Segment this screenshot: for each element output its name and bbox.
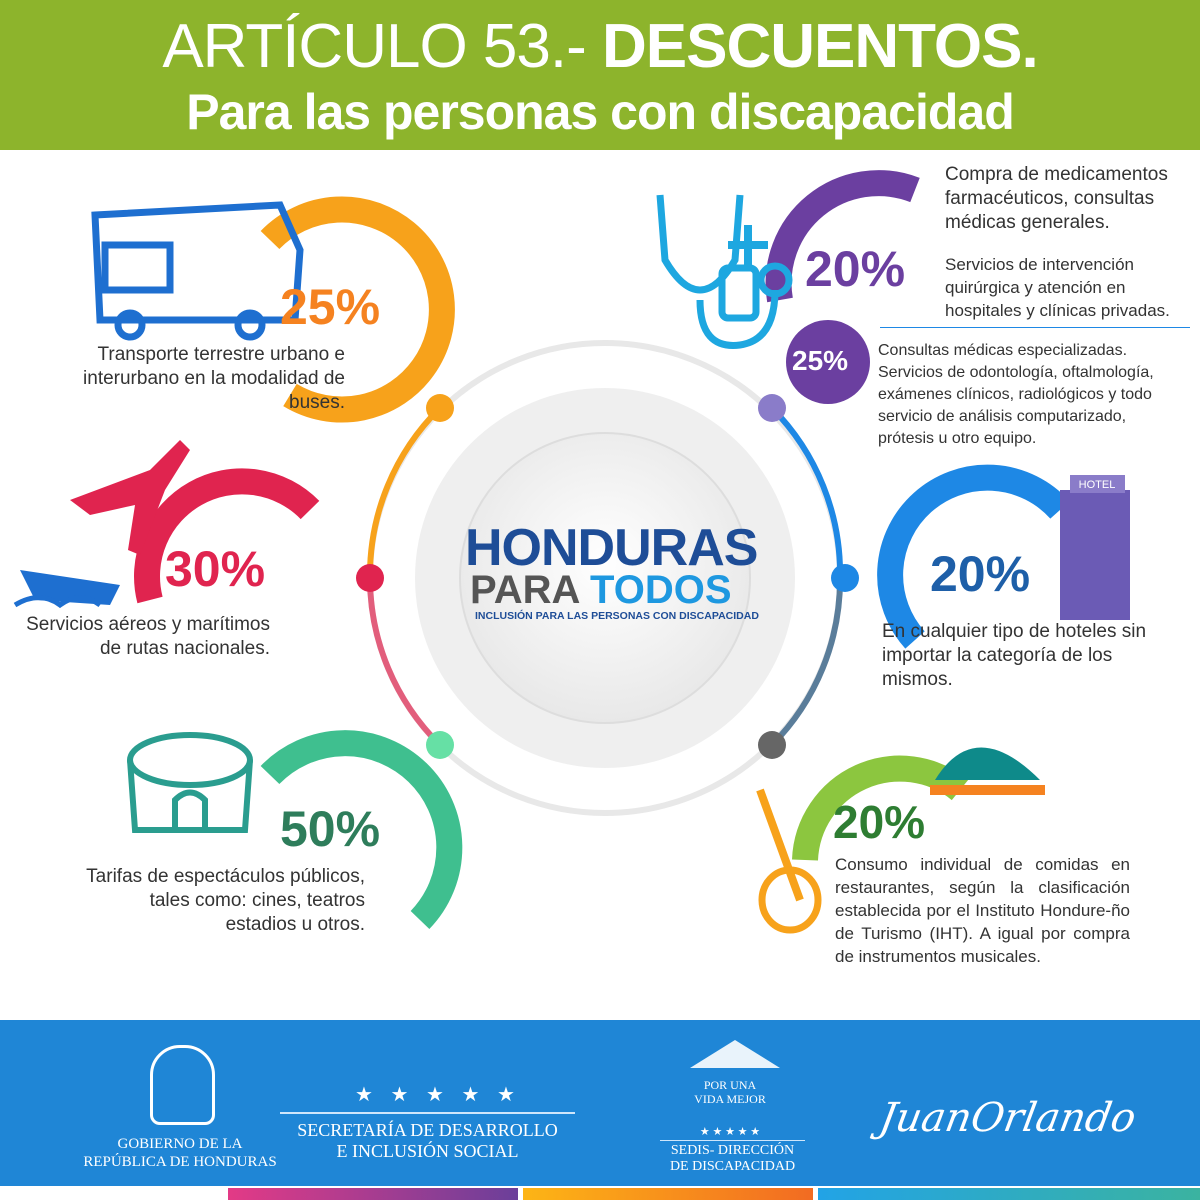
percent-20-medical: 20% [805, 241, 906, 297]
page-title: ARTÍCULO 53.- DESCUENTOS. [162, 12, 1038, 81]
bus-icon [91, 201, 304, 341]
dot-green [426, 731, 454, 759]
arc-50 [260, 730, 463, 930]
arc-20-hotel [877, 464, 1070, 649]
percent-50-shows: 50% [280, 801, 381, 857]
signature: JuanOrlando [875, 1095, 1140, 1141]
arc-25 [260, 196, 455, 423]
percent-25-specialized: 25% [792, 345, 849, 376]
dot-gray [758, 731, 786, 759]
text-transport: Transporte terrestre urbano e interurban… [83, 344, 345, 413]
gov-label: GOBIERNO DE LA REPÚBLICA DE HONDURAS [83, 1136, 277, 1170]
text-hotel: En cualquier tipo de hoteles sin importa… [882, 621, 1147, 690]
infographic-graphics: HOTEL [13, 170, 1130, 934]
text-shows: Tarifas de espectáculos públicos, tales … [86, 866, 365, 935]
text-medical-1: Compra de medicamentos farmacéuticos, co… [945, 164, 1168, 233]
footer: GOBIERNO DE LA REPÚBLICA DE HONDURAS ★ ★ … [0, 1020, 1200, 1186]
dot-blue [831, 564, 859, 592]
arc-30 [134, 468, 320, 604]
arc-20-rest [792, 755, 969, 861]
svg-text:HOTEL: HOTEL [1079, 479, 1116, 491]
header-banner: ARTÍCULO 53.- DESCUENTOS. Para las perso… [0, 0, 1200, 150]
text-medical-2: Servicios de intervención quirúrgica y a… [945, 255, 1170, 320]
vida-mejor-label: POR UNA VIDA MEJOR [694, 1078, 766, 1106]
logo-disc [459, 432, 751, 724]
page-subtitle: Para las personas con discapacidad [186, 84, 1015, 140]
restaurant-guitar-icon [756, 747, 1045, 934]
dot-purple [758, 394, 786, 422]
dot-orange [426, 394, 454, 422]
text-air-sea: Servicios aéreos y marítimos de rutas na… [26, 614, 270, 659]
hotel-icon: HOTEL [1060, 475, 1130, 620]
coat-of-arms-icon [150, 1045, 215, 1125]
sedis-label: SECRETARÍA DE DESARROLLO E INCLUSIÓN SOCI… [297, 1120, 558, 1161]
house-family-icon [690, 1040, 780, 1068]
percent-30-air-sea: 30% [165, 541, 266, 597]
divider [880, 327, 1190, 328]
percent-20-restaurant: 20% [833, 796, 926, 848]
text-restaurant: Consumo individual de comidas en restaur… [835, 855, 1130, 966]
stadium-icon [127, 732, 253, 833]
percent-20-hotel: 20% [930, 546, 1031, 602]
dot-red [356, 564, 384, 592]
stars-icon: ★ ★ ★ ★ ★ [355, 1084, 521, 1106]
circle-25-med [786, 320, 870, 404]
plane-ship-icon [13, 440, 190, 609]
text-specialized: Consultas médicas especializadas. Servic… [878, 342, 1154, 447]
direccion-label: SEDIS- DIRECCIÓN DE DISCAPACIDAD [660, 1140, 805, 1175]
stethoscope-icon [656, 194, 793, 349]
percent-25-transport: 25% [280, 279, 381, 335]
